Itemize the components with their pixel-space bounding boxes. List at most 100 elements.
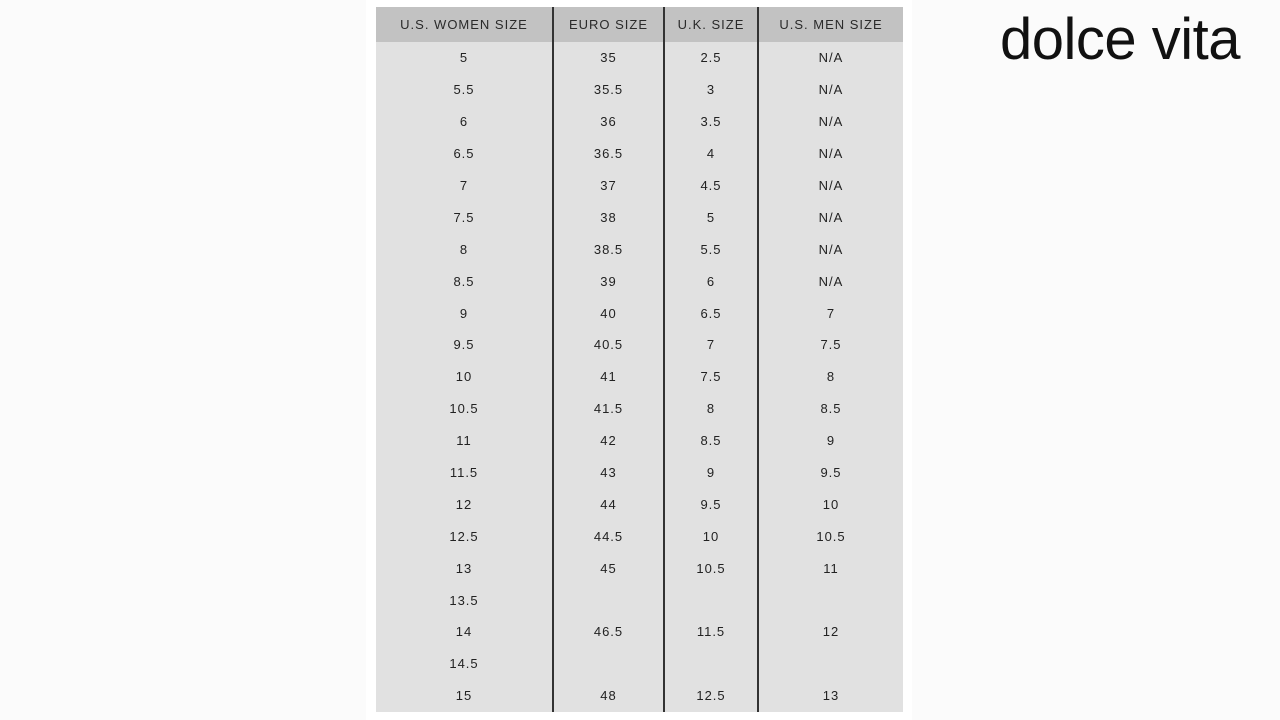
table-row: 11.5 43 9 9.5 [376,456,903,489]
cell-uk [665,647,759,680]
cell-euro: 38 [554,201,665,234]
cell-us-men: N/A [818,178,844,193]
cell-us-men: 7.5 [820,337,842,353]
cell-euro: 37 [554,169,665,202]
cell-us-women: 10.5 [376,392,554,425]
cell-us-women: 15 [376,679,554,712]
cell-euro: 45 [554,552,665,585]
table-row: 14 46.5 11.5 12 [376,616,903,648]
table-row: 14.5 [376,647,903,680]
table-row: 12.5 44.5 10 10.5 [376,520,903,553]
cell-us-men [759,584,903,616]
header-us-men: U.S. MEN SIZE [779,17,883,32]
cell-us-men: 7 [826,305,836,321]
header-us-women: U.S. WOMEN SIZE [376,7,554,42]
cell-euro [554,584,665,617]
cell-uk: 2.5 [665,42,759,74]
cell-us-women: 13.5 [376,584,554,617]
cell-euro: 39 [554,265,665,298]
cell-us-women: 8 [376,233,554,266]
cell-us-men: 11 [823,560,839,576]
cell-us-women: 7.5 [376,201,554,234]
cell-euro: 38.5 [554,233,665,266]
cell-euro: 40 [554,297,665,330]
table-row: 5.5 35.5 3 N/A [376,73,903,106]
cell-uk: 4 [665,137,759,170]
header-uk: U.K. SIZE [665,7,759,42]
cell-uk: 12.5 [665,679,759,712]
table-row: 6.5 36.5 4 N/A [376,137,903,170]
cell-uk: 10.5 [665,552,759,585]
cell-uk: 7 [665,329,759,361]
cell-euro: 44.5 [554,520,665,553]
table-row: 10 41 7.5 8 [376,360,903,393]
brand-logo: dolce vita [1000,7,1241,72]
cell-euro: 41.5 [554,392,665,425]
table-row: 15 48 12.5 13 [376,679,903,712]
cell-us-women: 11 [376,424,554,457]
cell-us-women: 7 [376,169,554,202]
cell-uk: 3 [665,73,759,106]
cell-us-women: 8.5 [376,265,554,298]
cell-euro: 36.5 [554,137,665,170]
cell-uk: 4.5 [665,169,759,202]
table-row: 13 45 10.5 11 [376,552,903,585]
cell-us-men: N/A [818,82,844,98]
cell-us-women: 9.5 [376,329,554,361]
cell-euro: 44 [554,488,665,521]
cell-us-women: 6.5 [376,137,554,170]
cell-us-men: 10 [822,496,840,512]
cell-us-men: N/A [818,209,844,225]
cell-us-women: 6 [376,105,554,138]
cell-euro: 42 [554,424,665,457]
cell-uk: 5.5 [665,233,759,266]
cell-euro: 35 [554,42,665,74]
cell-uk: 7.5 [665,360,759,393]
table-row: 8.5 39 6 N/A [376,265,903,298]
cell-us-men: N/A [818,273,844,289]
table-row: 9 40 6.5 7 [376,297,903,330]
cell-us-women: 10 [376,360,554,393]
cell-us-women: 12 [376,488,554,521]
table-row: 10.5 41.5 8 8.5 [376,392,903,425]
cell-us-men: N/A [818,146,844,162]
cell-euro: 35.5 [554,73,665,106]
cell-us-men: 9 [826,433,836,449]
cell-us-women: 9 [376,297,554,330]
size-chart-table: U.S. WOMEN SIZE EURO SIZE U.K. SIZE U.S.… [376,7,903,712]
table-header-row: U.S. WOMEN SIZE EURO SIZE U.K. SIZE U.S.… [376,7,903,42]
cell-us-men: N/A [818,114,844,130]
cell-uk: 6.5 [665,297,759,330]
table-row: 7.5 38 5 N/A [376,201,903,234]
table-row: 5 35 2.5 N/A [376,42,903,74]
cell-uk: 9 [665,456,759,489]
cell-uk: 9.5 [665,488,759,521]
cell-us-men: N/A [818,50,844,66]
cell-us-men: 12 [822,624,840,640]
cell-us-men: 8.5 [820,401,842,417]
cell-us-women: 12.5 [376,520,554,553]
cell-us-men: 13 [822,688,840,704]
cell-uk: 8.5 [665,424,759,457]
cell-uk: 5 [665,201,759,234]
table-row: 7 37 4.5 N/A [376,169,903,202]
table-row: 6 36 3.5 N/A [376,105,903,138]
cell-euro: 41 [554,360,665,393]
table-row: 9.5 40.5 7 7.5 [376,329,903,361]
cell-euro: 48 [554,679,665,712]
cell-us-women: 14 [376,616,554,648]
cell-us-men: 10.5 [816,528,846,544]
cell-uk: 3.5 [665,105,759,138]
cell-euro: 43 [554,456,665,489]
table-row: 13.5 [376,584,903,617]
cell-uk: 8 [665,392,759,425]
header-euro: EURO SIZE [554,7,665,42]
cell-uk: 10 [665,520,759,553]
cell-euro [554,647,665,680]
cell-uk: 6 [665,265,759,298]
cell-us-women: 5 [376,42,554,74]
cell-us-women: 13 [376,552,554,585]
cell-us-men: N/A [818,241,844,257]
cell-euro: 46.5 [554,616,665,648]
cell-us-men: 8 [826,369,836,385]
